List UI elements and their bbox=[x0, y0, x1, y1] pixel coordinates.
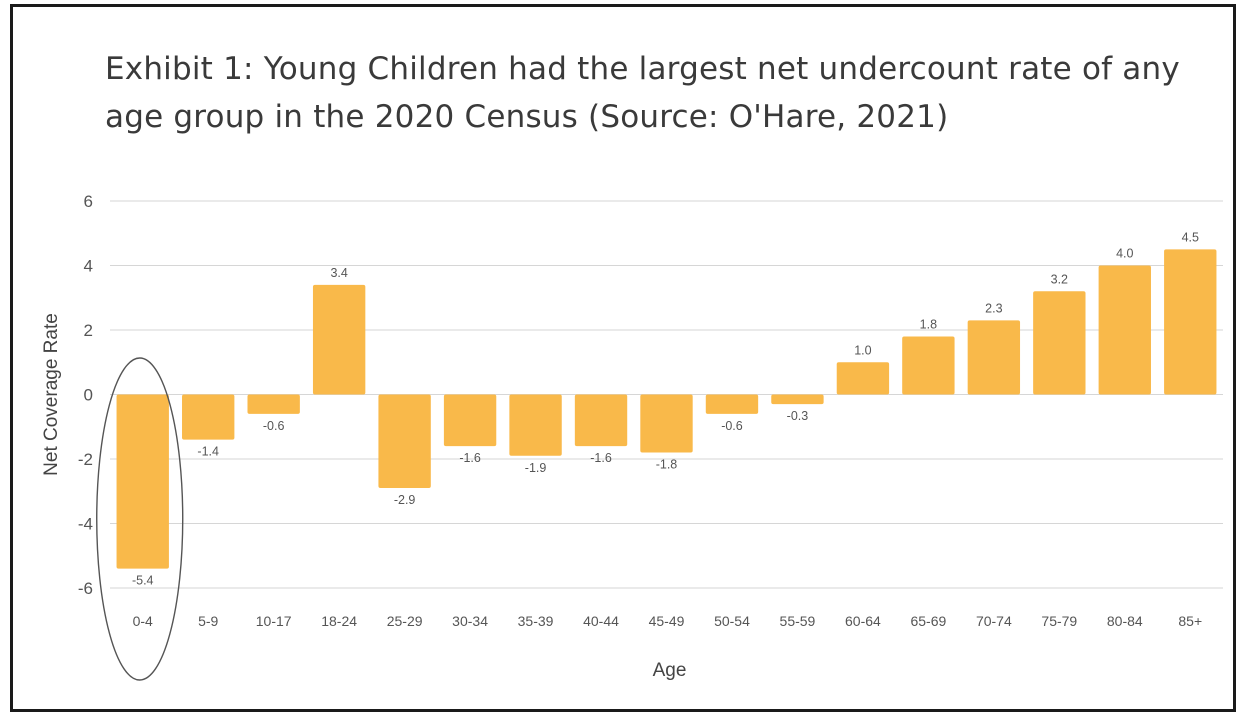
x-axis-title: Age bbox=[653, 660, 687, 681]
x-tick-label: 10-17 bbox=[256, 613, 292, 629]
bar bbox=[1098, 265, 1151, 395]
bar-value-label: -0.3 bbox=[787, 409, 809, 423]
bar bbox=[771, 394, 824, 405]
x-tick-label: 75-79 bbox=[1041, 613, 1077, 629]
x-tick-label: 5-9 bbox=[198, 613, 218, 629]
bar-value-label: 1.8 bbox=[920, 317, 937, 331]
x-tick-label: 25-29 bbox=[387, 613, 423, 629]
y-axis-title: Net Coverage Rate bbox=[41, 313, 62, 476]
x-tick-label: 65-69 bbox=[910, 613, 946, 629]
y-tick-label: -6 bbox=[78, 579, 93, 598]
bar-value-label: -0.6 bbox=[263, 419, 285, 433]
bar bbox=[705, 394, 759, 414]
bar bbox=[640, 394, 693, 453]
bar-value-label: 1.0 bbox=[854, 343, 871, 357]
chart-title: Exhibit 1: Young Children had the larges… bbox=[105, 51, 1180, 135]
bar-value-label: -5.4 bbox=[132, 574, 154, 588]
bar-value-label: 3.4 bbox=[330, 266, 347, 280]
bar-value-label: 4.5 bbox=[1182, 230, 1199, 244]
x-tick-label: 35-39 bbox=[518, 613, 554, 629]
bar bbox=[967, 320, 1021, 395]
x-tick-label: 60-64 bbox=[845, 613, 881, 629]
bar bbox=[509, 394, 562, 456]
bar-value-label: -1.6 bbox=[590, 451, 612, 465]
x-tick-label: 55-59 bbox=[780, 613, 816, 629]
bar bbox=[1033, 291, 1086, 395]
bar-value-label: -1.6 bbox=[459, 451, 481, 465]
bar bbox=[247, 394, 300, 414]
bar bbox=[1164, 249, 1217, 395]
bar bbox=[574, 394, 628, 447]
bar-value-label: 4.0 bbox=[1116, 247, 1133, 261]
x-tick-label: 40-44 bbox=[583, 613, 619, 629]
bar bbox=[116, 394, 169, 569]
chart-frame: Exhibit 1: Young Children had the larges… bbox=[10, 4, 1236, 712]
bar-value-label: -1.8 bbox=[656, 458, 678, 472]
bar-chart: 6 4 2 0 -2 -4 -6 -5.4 0-4 -1.4 5-9 -0.6 10-17 3.4 18-2… bbox=[41, 192, 1223, 681]
x-tick-label: 18-24 bbox=[321, 613, 357, 629]
x-tick-label: 85+ bbox=[1178, 613, 1202, 629]
bar-value-label: 3.2 bbox=[1051, 272, 1068, 286]
y-tick-label: 6 bbox=[84, 192, 93, 211]
bar bbox=[312, 284, 366, 395]
x-tick-label: 70-74 bbox=[976, 613, 1012, 629]
bar bbox=[443, 394, 497, 447]
bar-value-label: -0.6 bbox=[721, 419, 743, 433]
x-tick-label: 50-54 bbox=[714, 613, 750, 629]
bar bbox=[378, 394, 431, 489]
x-tick-label: 30-34 bbox=[452, 613, 488, 629]
x-tick-label: 45-49 bbox=[649, 613, 685, 629]
x-tick-label: 80-84 bbox=[1107, 613, 1143, 629]
y-tick-label: 4 bbox=[84, 257, 93, 276]
bar bbox=[182, 394, 235, 440]
bar-value-label: -2.9 bbox=[394, 493, 416, 507]
y-tick-label: -2 bbox=[78, 450, 93, 469]
bar-value-label: 2.3 bbox=[985, 301, 1002, 315]
highlight-ellipse bbox=[96, 357, 184, 681]
bar bbox=[902, 336, 955, 395]
bar-value-label: -1.4 bbox=[197, 445, 219, 459]
y-tick-label: 2 bbox=[84, 321, 93, 340]
x-tick-label: 0-4 bbox=[133, 613, 153, 629]
y-tick-label: -4 bbox=[78, 515, 93, 534]
bar-value-label: -1.9 bbox=[525, 461, 547, 475]
y-tick-label: 0 bbox=[84, 386, 93, 405]
bar bbox=[836, 362, 890, 395]
